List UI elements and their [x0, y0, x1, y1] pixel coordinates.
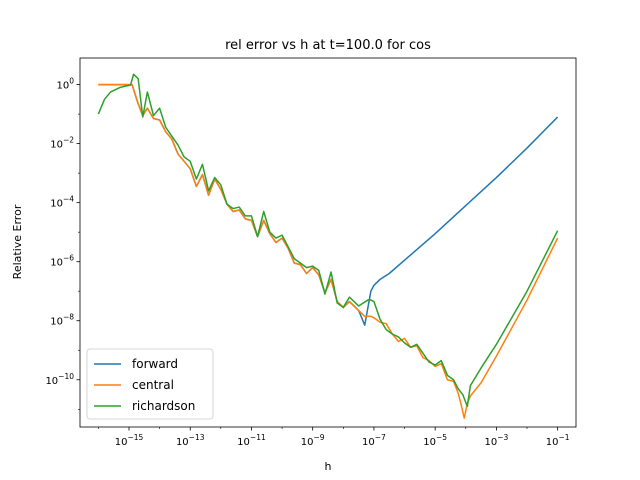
- y-tick-label: 10−10: [45, 372, 74, 387]
- series-line-central: [98, 83, 559, 419]
- x-axis-ticks: 10−15 10−13 10−11 10−9 10−7 10−5 10−3 10−1: [98, 427, 570, 448]
- plot-area: [79, 57, 577, 428]
- x-tick-label: 10−1: [546, 433, 570, 448]
- y-tick-label: 10−4: [50, 195, 74, 210]
- legend-label-richardson: richardson: [132, 399, 195, 413]
- legend-box: [86, 348, 214, 420]
- x-tick-label: 10−5: [423, 433, 447, 448]
- chart-title: rel error vs h at t=100.0 for cos: [225, 38, 431, 53]
- x-tick-label: 10−3: [484, 433, 508, 448]
- x-axis-label: h: [325, 460, 332, 473]
- x-tick-label: 10−7: [362, 433, 386, 448]
- legend-label-forward: forward: [132, 357, 178, 371]
- y-axis-label: Relative Error: [11, 204, 24, 279]
- y-tick-label: 10−8: [50, 313, 74, 328]
- y-tick-label: 10−2: [50, 136, 74, 151]
- x-tick-label: 10−11: [237, 433, 266, 448]
- y-axis-ticks: 100 10−2 10−4 10−6 10−8 10−10: [45, 77, 80, 410]
- series-line-forward: [98, 83, 559, 326]
- x-tick-label: 10−15: [115, 433, 144, 448]
- series-line-richardson: [97, 73, 559, 408]
- series-lines: [97, 73, 559, 419]
- y-tick-label: 100: [56, 77, 74, 92]
- x-tick-label: 10−9: [301, 433, 325, 448]
- y-tick-label: 10−6: [50, 254, 74, 269]
- legend: forward central richardson: [86, 348, 214, 420]
- plot-frame: [79, 57, 577, 428]
- legend-label-central: central: [132, 378, 174, 392]
- x-tick-label: 10−13: [176, 433, 205, 448]
